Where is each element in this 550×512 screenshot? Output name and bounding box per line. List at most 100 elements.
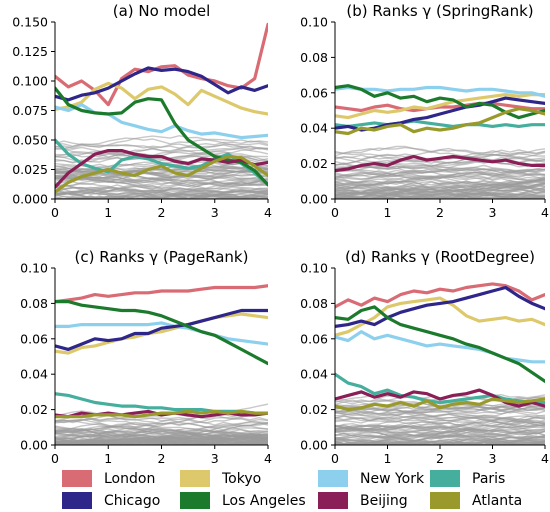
y-tick-label: 0.125: [12, 44, 48, 59]
background-line: [335, 171, 545, 181]
x-tick-label: 0: [51, 451, 59, 466]
series-line-london: [55, 22, 268, 107]
x-tick-label: 3: [489, 205, 497, 220]
series-line-london: [335, 282, 545, 309]
legend-swatch: [180, 470, 210, 487]
x-tick-label: 2: [436, 205, 444, 220]
x-tick-label: 1: [104, 451, 112, 466]
series-line-chicago: [55, 66, 268, 102]
background-line: [335, 425, 545, 439]
series-line-london: [335, 101, 545, 113]
background-line: [55, 176, 268, 186]
series-line-new-york: [335, 85, 545, 98]
background-line: [335, 401, 545, 413]
y-tick-label: 0.08: [20, 296, 48, 311]
y-tick-label: 0.06: [300, 331, 328, 346]
legend-swatch: [430, 470, 460, 487]
background-line: [335, 191, 545, 199]
x-tick-label: 1: [104, 205, 112, 220]
legend-item-atlanta: Atlanta: [430, 492, 522, 509]
background-series: [55, 403, 268, 445]
y-tick-label: 0.04: [300, 121, 328, 136]
legend-swatch: [318, 492, 348, 509]
series-line-paris: [335, 372, 545, 405]
legend-swatch: [318, 470, 348, 487]
subplot-title: (a) No model: [113, 2, 211, 20]
legend-label: Beijing: [360, 493, 408, 509]
series-line-los-angeles: [335, 84, 545, 120]
background-line: [55, 440, 268, 445]
x-tick-label: 1: [384, 451, 392, 466]
series-line-chicago: [55, 308, 268, 351]
background-line: [55, 171, 268, 188]
x-tick-label: 2: [436, 451, 444, 466]
y-tick-label: 0.04: [300, 367, 328, 382]
x-tick-label: 2: [158, 205, 166, 220]
y-tick-label: 0.075: [12, 103, 48, 118]
y-tick-label: 0.02: [20, 402, 48, 417]
legend-item-los-angeles: Los Angeles: [180, 492, 306, 509]
legend-item-paris: Paris: [430, 470, 505, 487]
x-tick-label: 0: [331, 451, 339, 466]
x-tick-label: 3: [489, 451, 497, 466]
background-line: [55, 432, 268, 442]
series-line-atlanta: [55, 154, 268, 194]
series-line-atlanta: [55, 409, 268, 419]
x-tick-label: 4: [541, 451, 549, 466]
legend-item-chicago: Chicago: [62, 492, 160, 509]
legend-swatch: [180, 492, 210, 509]
highlighted-series: [55, 22, 268, 194]
y-tick-label: 0.150: [12, 15, 48, 30]
background-line: [55, 147, 268, 161]
x-tick-label: 3: [211, 451, 219, 466]
legend-label: Atlanta: [472, 493, 522, 509]
series-line-atlanta: [335, 397, 545, 412]
y-tick-label: 0.025: [12, 162, 48, 177]
subplot-title: (b) Ranks γ (SpringRank): [346, 2, 533, 20]
subplot-title: (c) Ranks γ (PageRank): [75, 248, 249, 266]
subplot-2: (b) Ranks γ (SpringRank) 0 1 2 3 4 0.00 0.02 0.0…: [300, 2, 549, 220]
x-tick-label: 2: [158, 451, 166, 466]
legend-swatch: [430, 492, 460, 509]
series-line-tokyo: [335, 296, 545, 337]
y-tick-label: 0.000: [12, 192, 48, 207]
background-line: [55, 134, 268, 149]
background-line: [335, 178, 545, 192]
legend-label: Chicago: [104, 493, 160, 509]
subplot-4: (d) Ranks γ (RootDegree) 0 1 2 3 4 0.00 0.02 0.0…: [300, 248, 549, 466]
background-line: [55, 178, 268, 198]
background-line: [55, 419, 268, 433]
background-line: [55, 186, 268, 199]
highlighted-series: [55, 284, 268, 419]
series-line-tokyo: [55, 312, 268, 355]
background-line: [335, 435, 545, 445]
background-line: [55, 140, 268, 149]
background-line: [335, 421, 545, 432]
y-tick-label: 0.02: [300, 156, 328, 171]
legend-label: New York: [360, 471, 425, 487]
background-line: [55, 184, 268, 194]
background-line: [55, 194, 268, 199]
y-tick-label: 0.06: [20, 331, 48, 346]
y-tick-label: 0.08: [300, 50, 328, 65]
highlighted-series: [335, 84, 545, 173]
background-line: [335, 145, 545, 158]
series-line-chicago: [335, 285, 545, 328]
y-tick-label: 0.00: [20, 438, 48, 453]
series-line-los-angeles: [55, 300, 268, 366]
y-tick-label: 0.08: [300, 296, 328, 311]
series-line-beijing: [335, 388, 545, 408]
subplot-title: (d) Ranks γ (RootDegree): [345, 248, 535, 266]
y-tick-label: 0.10: [300, 261, 328, 276]
series-line-new-york: [55, 321, 268, 346]
series-line-atlanta: [335, 107, 545, 136]
background-line: [55, 422, 268, 435]
x-tick-label: 4: [264, 451, 272, 466]
y-tick-label: 0.00: [300, 192, 328, 207]
subplot-3: (c) Ranks γ (PageRank) 0 1 2 3 4 0.00 0.02 0.04 0…: [20, 248, 272, 466]
y-tick-label: 0.06: [300, 85, 328, 100]
legend-label: Paris: [472, 471, 505, 487]
y-tick-label: 0.10: [20, 261, 48, 276]
y-tick-label: 0.02: [300, 402, 328, 417]
